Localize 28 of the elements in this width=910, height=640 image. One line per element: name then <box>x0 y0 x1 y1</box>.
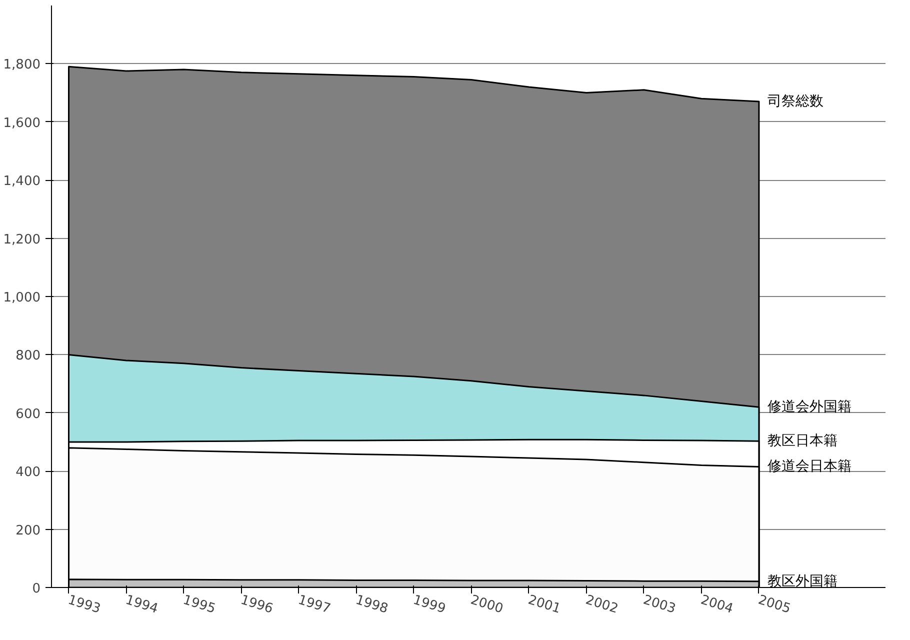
series-label: 教区日本籍 <box>768 433 838 450</box>
x-tick-label: 1997 <box>296 592 332 617</box>
x-tick-label: 1994 <box>124 592 160 617</box>
y-tick-label: 800 <box>16 348 41 364</box>
y-tick-label: 1,400 <box>3 174 40 190</box>
y-tick-label: 1,000 <box>3 290 40 306</box>
x-tick-label: 2005 <box>756 592 792 617</box>
series-label: 教区外国籍 <box>768 573 838 590</box>
x-tick-label: 1993 <box>66 592 102 617</box>
y-tick-label: 0 <box>32 582 41 596</box>
y-tick-label: 1,200 <box>3 232 40 248</box>
y-tick-label: 200 <box>16 523 41 538</box>
series-label: 修道会外国籍 <box>768 399 852 416</box>
y-tick-label: 400 <box>16 465 41 480</box>
x-tick-label: 2001 <box>526 592 562 617</box>
x-tick-label: 1996 <box>238 592 275 617</box>
x-tick-label: 1998 <box>354 592 390 617</box>
x-tick-label: 1999 <box>411 592 448 617</box>
x-tick-label: 2002 <box>584 592 620 617</box>
x-tick-label: 1995 <box>181 592 218 617</box>
y-tick-label: 600 <box>16 406 41 422</box>
x-tick-label: 2000 <box>468 592 505 617</box>
y-tick-label: 1,600 <box>3 116 40 131</box>
y-tick-label: 1,800 <box>3 58 40 73</box>
x-tick-label: 2004 <box>698 592 735 617</box>
series-label: 修道会日本籍 <box>768 458 852 475</box>
series-label: 司祭総数 <box>768 94 824 110</box>
x-tick-label: 2003 <box>641 592 678 617</box>
